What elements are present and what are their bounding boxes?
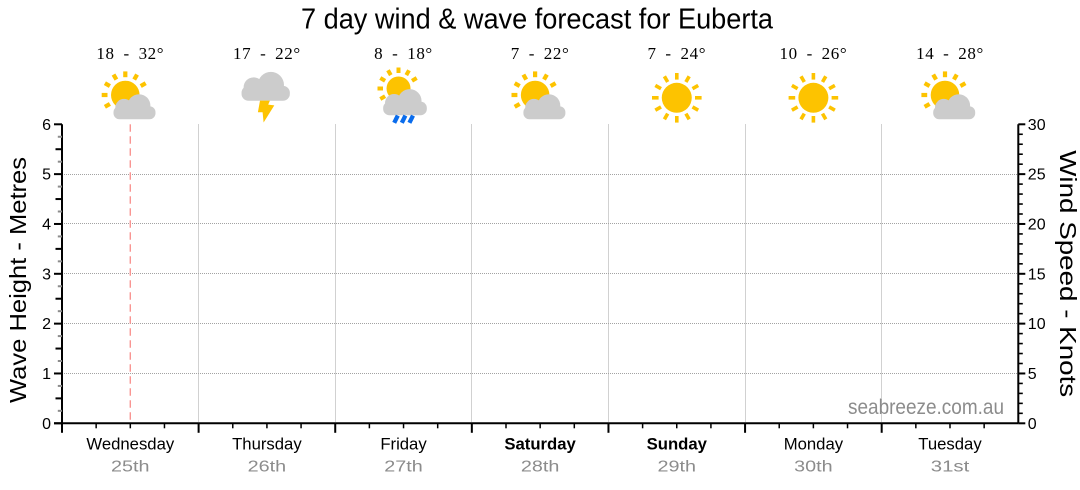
svg-text:27th: 27th: [384, 459, 423, 476]
svg-text:Monday: Monday: [784, 435, 844, 454]
svg-text:0: 0: [1028, 416, 1037, 433]
svg-text:20: 20: [1028, 217, 1046, 234]
svg-text:4: 4: [42, 217, 51, 234]
svg-text:25th: 25th: [111, 459, 150, 476]
svg-text:7 - 22°: 7 - 22°: [511, 44, 570, 63]
svg-text:26th: 26th: [248, 459, 287, 476]
svg-text:Friday: Friday: [380, 435, 427, 454]
svg-text:2: 2: [42, 316, 51, 333]
svg-text:Thursday: Thursday: [232, 435, 302, 454]
svg-text:5: 5: [42, 167, 51, 184]
svg-text:seabreeze.com.au: seabreeze.com.au: [848, 396, 1004, 419]
svg-text:Saturday: Saturday: [504, 435, 576, 454]
svg-text:31st: 31st: [931, 459, 970, 476]
svg-text:29th: 29th: [658, 459, 697, 476]
svg-text:Wind Speed - Knots: Wind Speed - Knots: [1055, 150, 1080, 397]
svg-text:10: 10: [1028, 316, 1046, 333]
svg-text:Wave Height - Metres: Wave Height - Metres: [5, 157, 31, 403]
svg-text:14 - 28°: 14 - 28°: [916, 44, 984, 63]
svg-text:15: 15: [1028, 266, 1046, 283]
svg-text:1: 1: [42, 366, 51, 383]
svg-text:7 - 24°: 7 - 24°: [647, 44, 706, 63]
svg-text:6: 6: [42, 117, 51, 134]
svg-text:30th: 30th: [794, 459, 833, 476]
svg-text:8 - 18°: 8 - 18°: [374, 44, 433, 63]
svg-text:0: 0: [42, 416, 51, 433]
svg-text:18 - 32°: 18 - 32°: [96, 44, 164, 63]
svg-text:Sunday: Sunday: [647, 435, 708, 454]
svg-text:28th: 28th: [521, 459, 560, 476]
svg-text:3: 3: [42, 266, 51, 283]
svg-text:Tuesday: Tuesday: [918, 435, 982, 454]
svg-text:Wednesday: Wednesday: [86, 435, 174, 454]
svg-text:25: 25: [1028, 167, 1046, 184]
svg-text:30: 30: [1028, 117, 1046, 134]
svg-text:10 - 26°: 10 - 26°: [780, 44, 848, 63]
svg-text:7 day wind & wave forecast for: 7 day wind & wave forecast for Euberta: [301, 4, 774, 36]
svg-text:17 - 22°: 17 - 22°: [233, 44, 301, 63]
svg-text:5: 5: [1028, 366, 1037, 383]
